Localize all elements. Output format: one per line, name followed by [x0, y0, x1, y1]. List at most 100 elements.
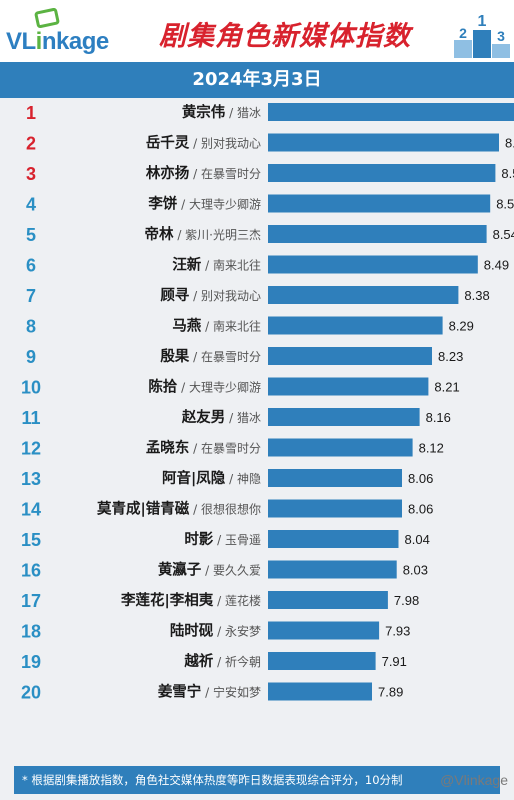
drama-name: 南来北往 [213, 258, 261, 273]
rank-number: 14 [21, 500, 41, 520]
rank-number: 5 [26, 225, 36, 245]
drama-name: 别对我动心 [201, 289, 261, 303]
drama-name: 别对我动心 [201, 137, 261, 151]
value-bar [268, 438, 413, 457]
podium-icon: 2 1 3 [454, 13, 510, 58]
drama-name: 猎冰 [237, 106, 261, 120]
label-separator: / [213, 625, 225, 639]
rank-number: 11 [21, 408, 40, 428]
label-separator: / [189, 442, 201, 456]
value-bar [268, 560, 397, 579]
value-label: 7.89 [378, 685, 403, 700]
rank-number: 16 [21, 561, 41, 581]
rank-number: 6 [26, 256, 36, 276]
logo-tag-icon [34, 8, 60, 29]
value-label: 8.12 [419, 441, 444, 456]
rank-number: 4 [26, 195, 36, 215]
rank-number: 13 [21, 469, 41, 489]
rank-number: 7 [26, 286, 36, 306]
character-name: 马燕 [172, 317, 201, 335]
character-name: 李饼 [147, 195, 177, 213]
character-name: 陈拾 [148, 378, 177, 396]
row-label: 顾寻 / 别对我动心 [160, 287, 261, 304]
rank-number: 12 [21, 439, 41, 459]
vlinkage-logo: VLinkage [6, 8, 126, 55]
podium-label-3: 3 [497, 28, 505, 44]
character-name: 赵友男 [181, 408, 226, 426]
value-label: 8.16 [426, 410, 451, 425]
drama-name: 祈今朝 [225, 654, 261, 669]
label-separator: / [189, 167, 201, 181]
character-name: 孟晓东 [146, 439, 190, 457]
logo-text-c: nkage [41, 28, 109, 55]
row-label: 赵友男 / 猎冰 [181, 408, 261, 426]
drama-name: 南来北往 [213, 319, 261, 334]
value-bar [268, 133, 499, 152]
rank-number: 9 [26, 347, 36, 367]
value-label: 8.54 [493, 227, 514, 242]
value-label: 8.38 [464, 288, 489, 303]
row-label: 黄瀛子 / 要久久爱 [158, 561, 261, 579]
value-bar [268, 316, 443, 335]
logo-text-b: i [35, 28, 43, 55]
logo-text-a: VL [6, 28, 36, 55]
drama-name: 猎冰 [237, 411, 261, 425]
label-separator: / [177, 381, 189, 395]
drama-name: 大理寺少卿游 [189, 381, 261, 395]
value-label: 7.93 [385, 624, 410, 639]
label-separator: / [189, 503, 201, 517]
label-separator: / [213, 533, 225, 547]
character-name: 李莲花|李相夷 [120, 591, 214, 609]
rank-number: 3 [26, 164, 36, 184]
character-name: 时影 [184, 531, 213, 548]
character-name: 帝林 [145, 225, 174, 243]
character-name: 越祈 [183, 652, 213, 670]
rank-number: 1 [26, 103, 36, 123]
value-label: 8.03 [403, 563, 428, 578]
rank-number: 8 [26, 317, 36, 337]
value-label: 8.56 [496, 197, 514, 212]
value-label: 8.06 [408, 471, 433, 486]
row-label: 黄宗伟 / 猎冰 [182, 103, 261, 121]
character-name: 岳千灵 [146, 134, 190, 152]
character-name: 莫青成|错青磁 [97, 500, 190, 518]
value-bar [268, 103, 514, 121]
podium-label-2: 2 [459, 25, 467, 41]
label-separator: / [201, 686, 213, 700]
rank-number: 18 [21, 622, 41, 642]
row-label: 李饼 / 大理寺少卿游 [147, 195, 261, 213]
value-label: 8.04 [405, 532, 430, 547]
header: VLinkage 剧集角色新媒体指数 2 1 3 [0, 0, 514, 62]
value-label: 8.61 [505, 136, 514, 151]
drama-name: 神隐 [237, 472, 261, 486]
label-separator: / [225, 411, 237, 425]
value-label: 7.98 [394, 593, 419, 608]
value-bar [268, 682, 372, 701]
row-label: 孟晓东 / 在暴雪时分 [146, 439, 261, 457]
character-name: 阿音|凤隐 [162, 469, 226, 487]
rank-number: 17 [21, 591, 41, 611]
drama-name: 很想很想你 [201, 502, 261, 517]
date-banner: 2024年3月3日 [0, 62, 514, 98]
drama-name: 永安梦 [225, 624, 261, 639]
value-label: 8.21 [434, 380, 459, 395]
drama-name: 在暴雪时分 [201, 350, 261, 364]
label-separator: / [213, 594, 225, 608]
value-bar [268, 225, 487, 243]
label-separator: / [213, 655, 225, 669]
label-separator: / [201, 259, 213, 273]
value-bar [268, 621, 380, 640]
character-name: 黄宗伟 [182, 103, 226, 121]
rank-number: 10 [21, 378, 41, 398]
value-bar [268, 408, 420, 426]
character-name: 顾寻 [160, 287, 189, 304]
row-label: 林亦扬 / 在暴雪时分 [146, 164, 261, 182]
value-label: 8.59 [501, 166, 514, 181]
character-name: 黄瀛子 [158, 561, 202, 579]
character-name: 汪新 [172, 256, 201, 274]
character-name: 姜雪宁 [158, 683, 202, 701]
row-label: 越祈 / 祈今朝 [183, 652, 261, 670]
rank-number: 20 [21, 683, 41, 703]
label-separator: / [225, 106, 237, 120]
rank-number: 2 [26, 134, 36, 154]
